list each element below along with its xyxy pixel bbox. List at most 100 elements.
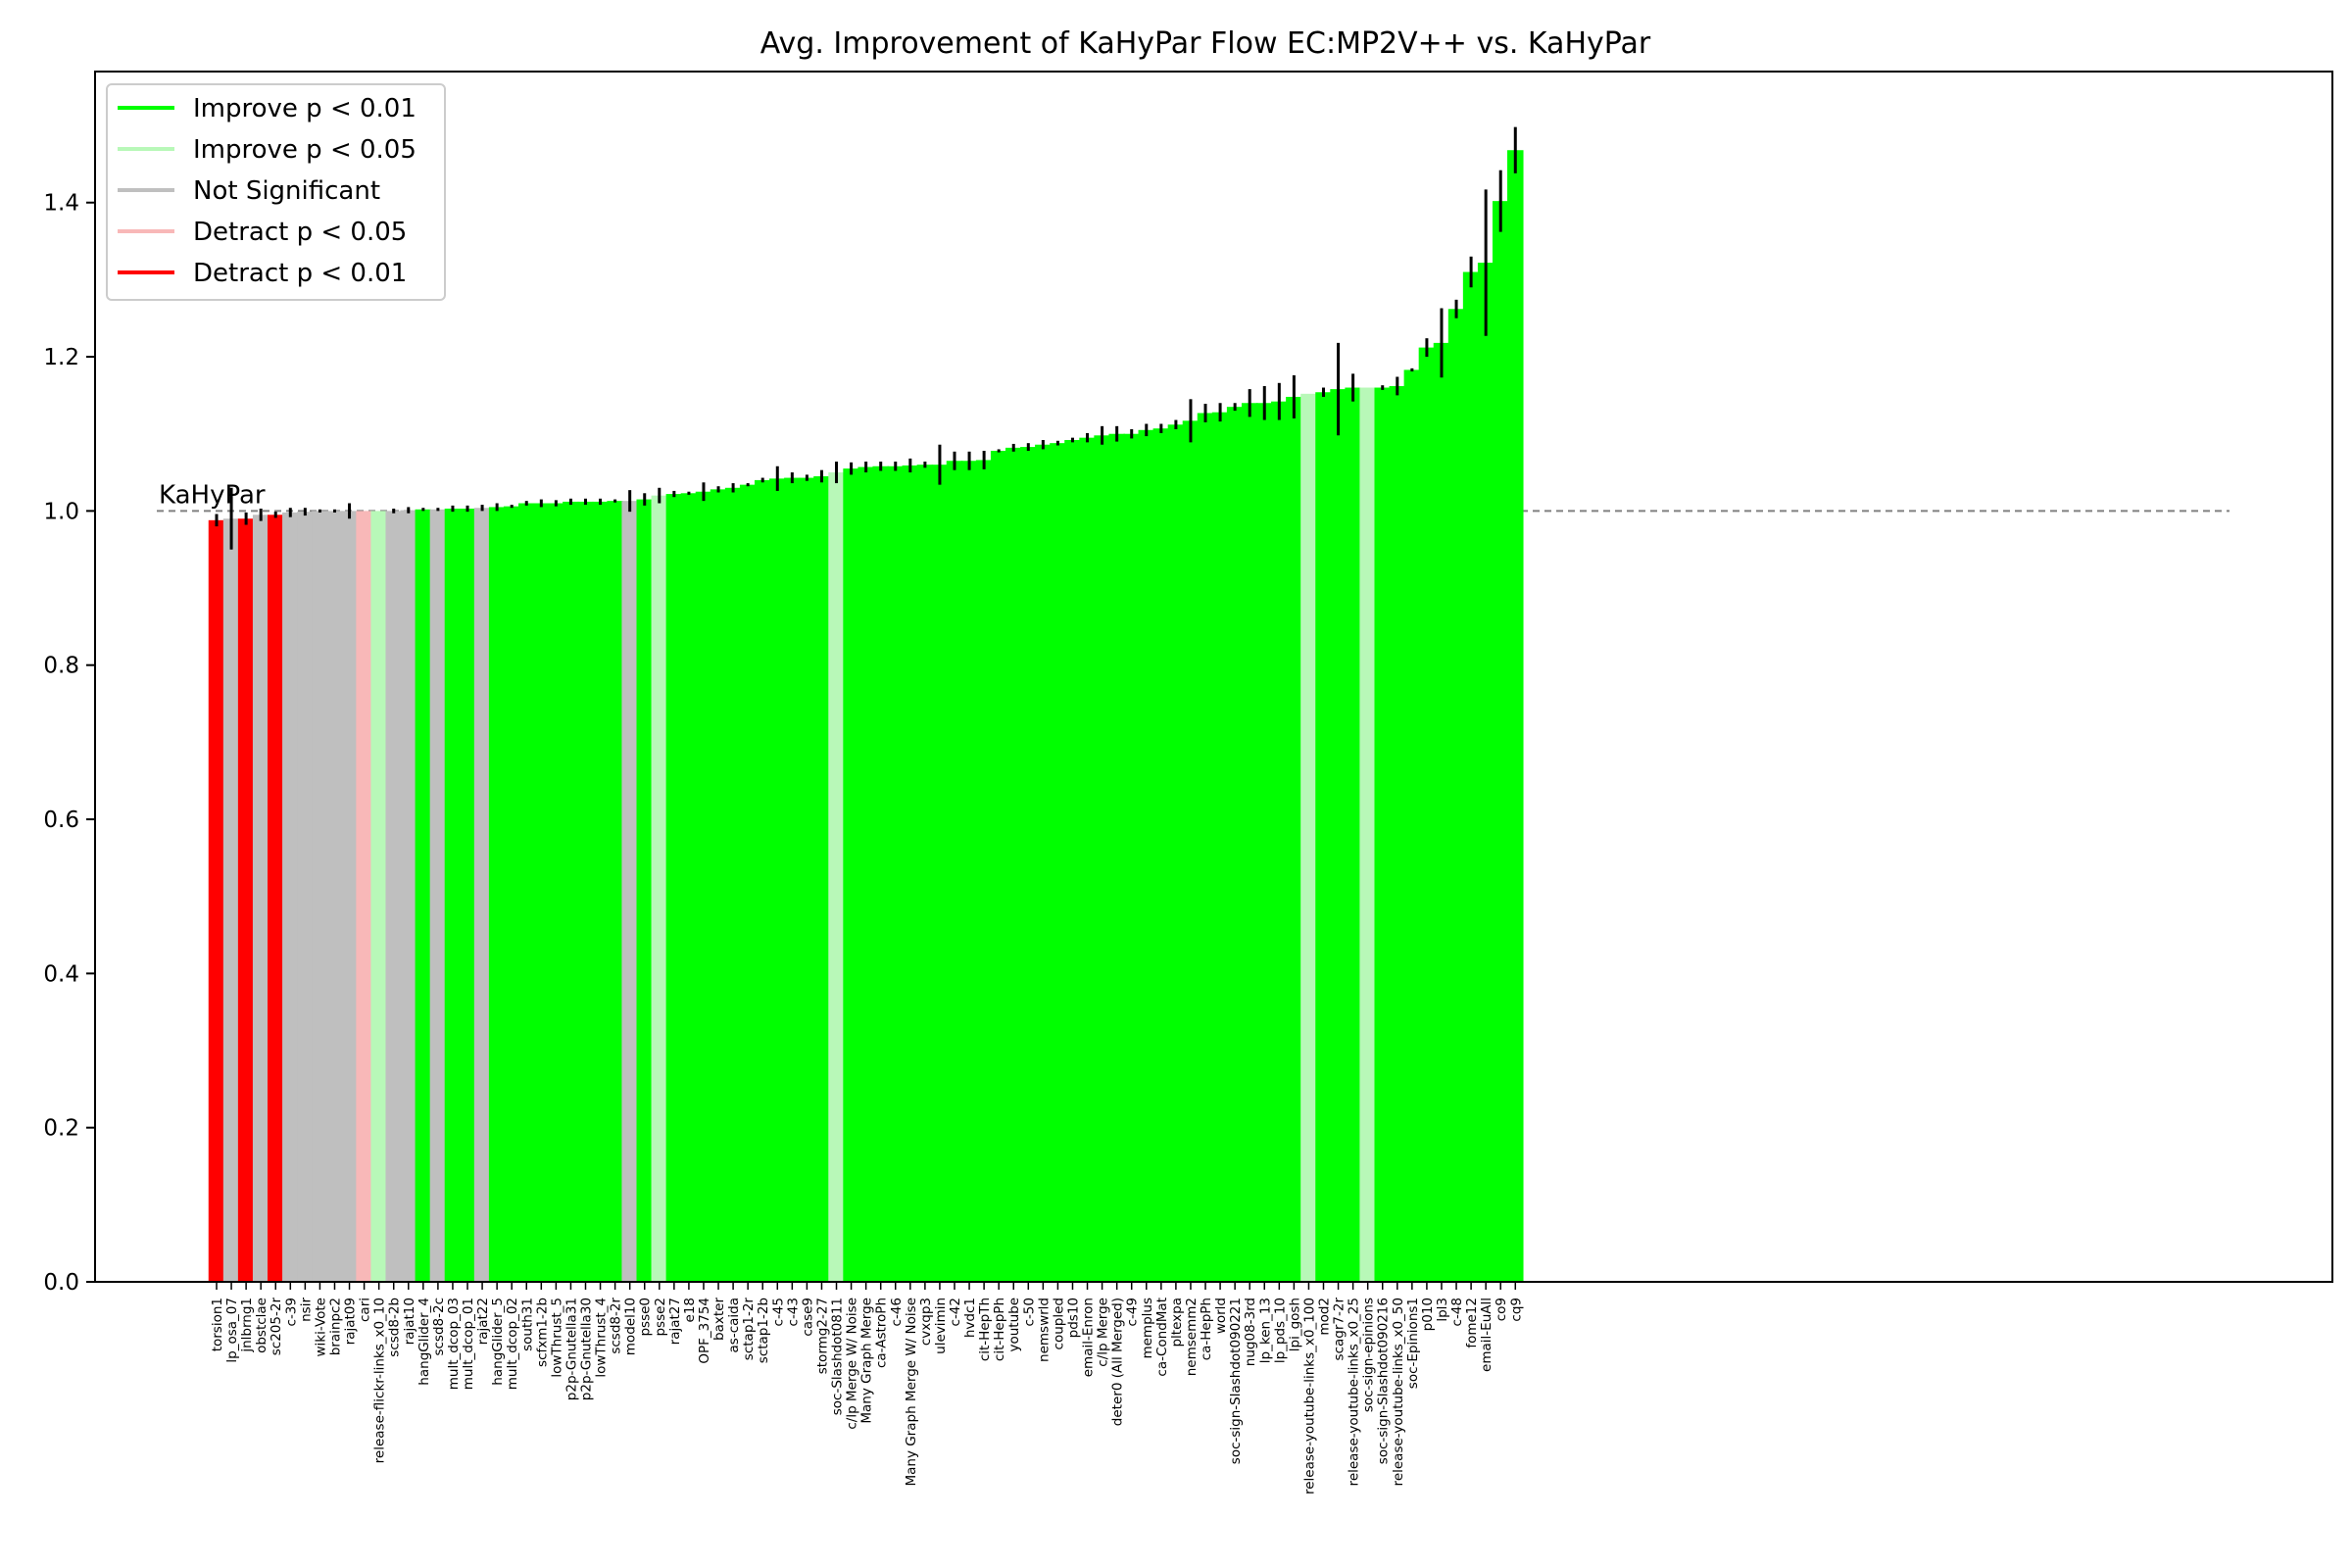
x-tick-label: co9 [1494, 1298, 1509, 1321]
x-tick-label: release-flickr-links_x0_10 [372, 1298, 388, 1463]
legend-label: Detract p < 0.05 [193, 218, 407, 247]
bar [1108, 433, 1125, 1282]
bar [459, 509, 476, 1282]
bar [1182, 420, 1200, 1282]
x-tick-label: p2p-Gnutella31 [564, 1298, 579, 1400]
x-tick-label: c/lp Merge W/ Noise [845, 1298, 860, 1430]
y-tick-label: 0.2 [43, 1116, 79, 1142]
x-tick-label: stormg2-27 [814, 1298, 830, 1374]
bars [208, 150, 1524, 1283]
x-tick-label: sctap1-2r [741, 1298, 757, 1361]
legend-label: Improve p < 0.05 [193, 135, 416, 165]
bar [222, 518, 240, 1282]
bar [1123, 433, 1140, 1282]
chart-title: Avg. Improvement of KaHyPar Flow EC:MP2V… [760, 26, 1651, 61]
bar [1462, 271, 1480, 1283]
x-tick-label: p2p-Gnutella30 [579, 1298, 595, 1400]
bar [858, 466, 874, 1282]
bar [1094, 435, 1110, 1282]
x-tick-label: c-49 [1125, 1298, 1141, 1326]
bar [1418, 347, 1436, 1282]
x-tick-label: rajat22 [475, 1298, 491, 1345]
x-tick-label: ca-HepPh [1199, 1298, 1214, 1360]
bar [1197, 413, 1214, 1283]
bar [1507, 150, 1524, 1282]
bar [607, 501, 623, 1283]
bar [636, 499, 653, 1283]
x-tick-label: brainpc2 [327, 1298, 343, 1355]
bar [1064, 440, 1081, 1283]
x-tick-label: world [1213, 1298, 1229, 1334]
bar [695, 491, 712, 1282]
bar [975, 460, 993, 1282]
bar [577, 501, 594, 1283]
x-tick-label: OPF_3754 [697, 1298, 712, 1364]
x-tick-label: psse0 [638, 1298, 654, 1337]
y-tick-label: 0.6 [43, 808, 79, 833]
bar [1389, 385, 1406, 1282]
x-tick-label: rajat09 [343, 1298, 359, 1345]
x-tick-label: lowThrust_5 [549, 1298, 564, 1378]
bar [872, 466, 889, 1282]
legend-label: Detract p < 0.01 [193, 259, 407, 288]
bar [488, 507, 506, 1282]
y-tick-label: 0.0 [43, 1270, 79, 1296]
x-tick-label: ca-AstroPh [874, 1298, 890, 1368]
x-tick-label: c/lp Merge [1096, 1298, 1111, 1367]
x-tick-label: nemsemm2 [1184, 1298, 1200, 1376]
bar [710, 489, 727, 1282]
bar [592, 501, 609, 1283]
x-tick-label: mod2 [1317, 1298, 1333, 1336]
x-tick-label: psse2 [653, 1298, 668, 1337]
bar [784, 477, 801, 1282]
bar [1004, 447, 1022, 1282]
x-tick-label: hangGlider_5 [490, 1298, 506, 1386]
x-tick-label: coupled [1051, 1298, 1066, 1349]
x-tick-label: hvdc1 [962, 1298, 978, 1338]
x-tick-label: soc-Epinions1 [1405, 1298, 1421, 1389]
bar [503, 506, 520, 1282]
x-tick-label: baxter [711, 1298, 727, 1341]
legend-label: Improve p < 0.01 [193, 94, 416, 123]
reference-label: KaHyPar [159, 480, 266, 510]
legend-frame [106, 83, 446, 301]
bar [739, 484, 757, 1282]
x-tick-label: email-Enron [1081, 1298, 1097, 1377]
bar [1345, 387, 1361, 1282]
bar [312, 511, 328, 1282]
x-tick-label: obstclae [254, 1298, 270, 1353]
x-tick-label: cari [358, 1298, 373, 1322]
bar [1211, 412, 1229, 1283]
x-tick-label: c-45 [770, 1298, 786, 1326]
x-tick-label: release-youtube-links_x0_100 [1301, 1298, 1317, 1494]
bar [680, 493, 698, 1282]
bar [282, 512, 299, 1282]
x-tick-label: c-46 [889, 1298, 905, 1326]
bar [916, 465, 934, 1282]
x-tick-label: jnlbrng1 [239, 1298, 255, 1353]
x-tick-label: scsd8-2r [609, 1298, 624, 1354]
bar [1152, 428, 1170, 1282]
x-tick-label: fome12 [1464, 1298, 1480, 1348]
legend-label: Not Significant [193, 176, 380, 206]
x-tick-label: ca-CondMat [1154, 1298, 1170, 1377]
bar [533, 503, 550, 1282]
bar [385, 511, 402, 1282]
x-tick-label: nemswrld [1036, 1298, 1052, 1362]
bar [473, 508, 491, 1282]
x-tick-label: as-caida [726, 1298, 742, 1352]
bar [341, 511, 358, 1282]
x-tick-label: rajat27 [667, 1298, 683, 1345]
bar [960, 461, 978, 1282]
x-tick-label: scagr7-2r [1332, 1298, 1348, 1361]
bar [1330, 389, 1347, 1282]
x-tick-label: scsd8-2c [431, 1298, 447, 1356]
bar [415, 509, 432, 1282]
x-tick-label: mult_dcop_02 [505, 1298, 520, 1390]
bar [297, 512, 314, 1282]
x-tick-label: soc-Slashdot0811 [830, 1298, 846, 1415]
x-tick-label: lp_osa_07 [224, 1298, 240, 1363]
bar [400, 510, 417, 1282]
bar [1167, 424, 1185, 1282]
x-tick-label: lowThrust_4 [594, 1298, 610, 1378]
